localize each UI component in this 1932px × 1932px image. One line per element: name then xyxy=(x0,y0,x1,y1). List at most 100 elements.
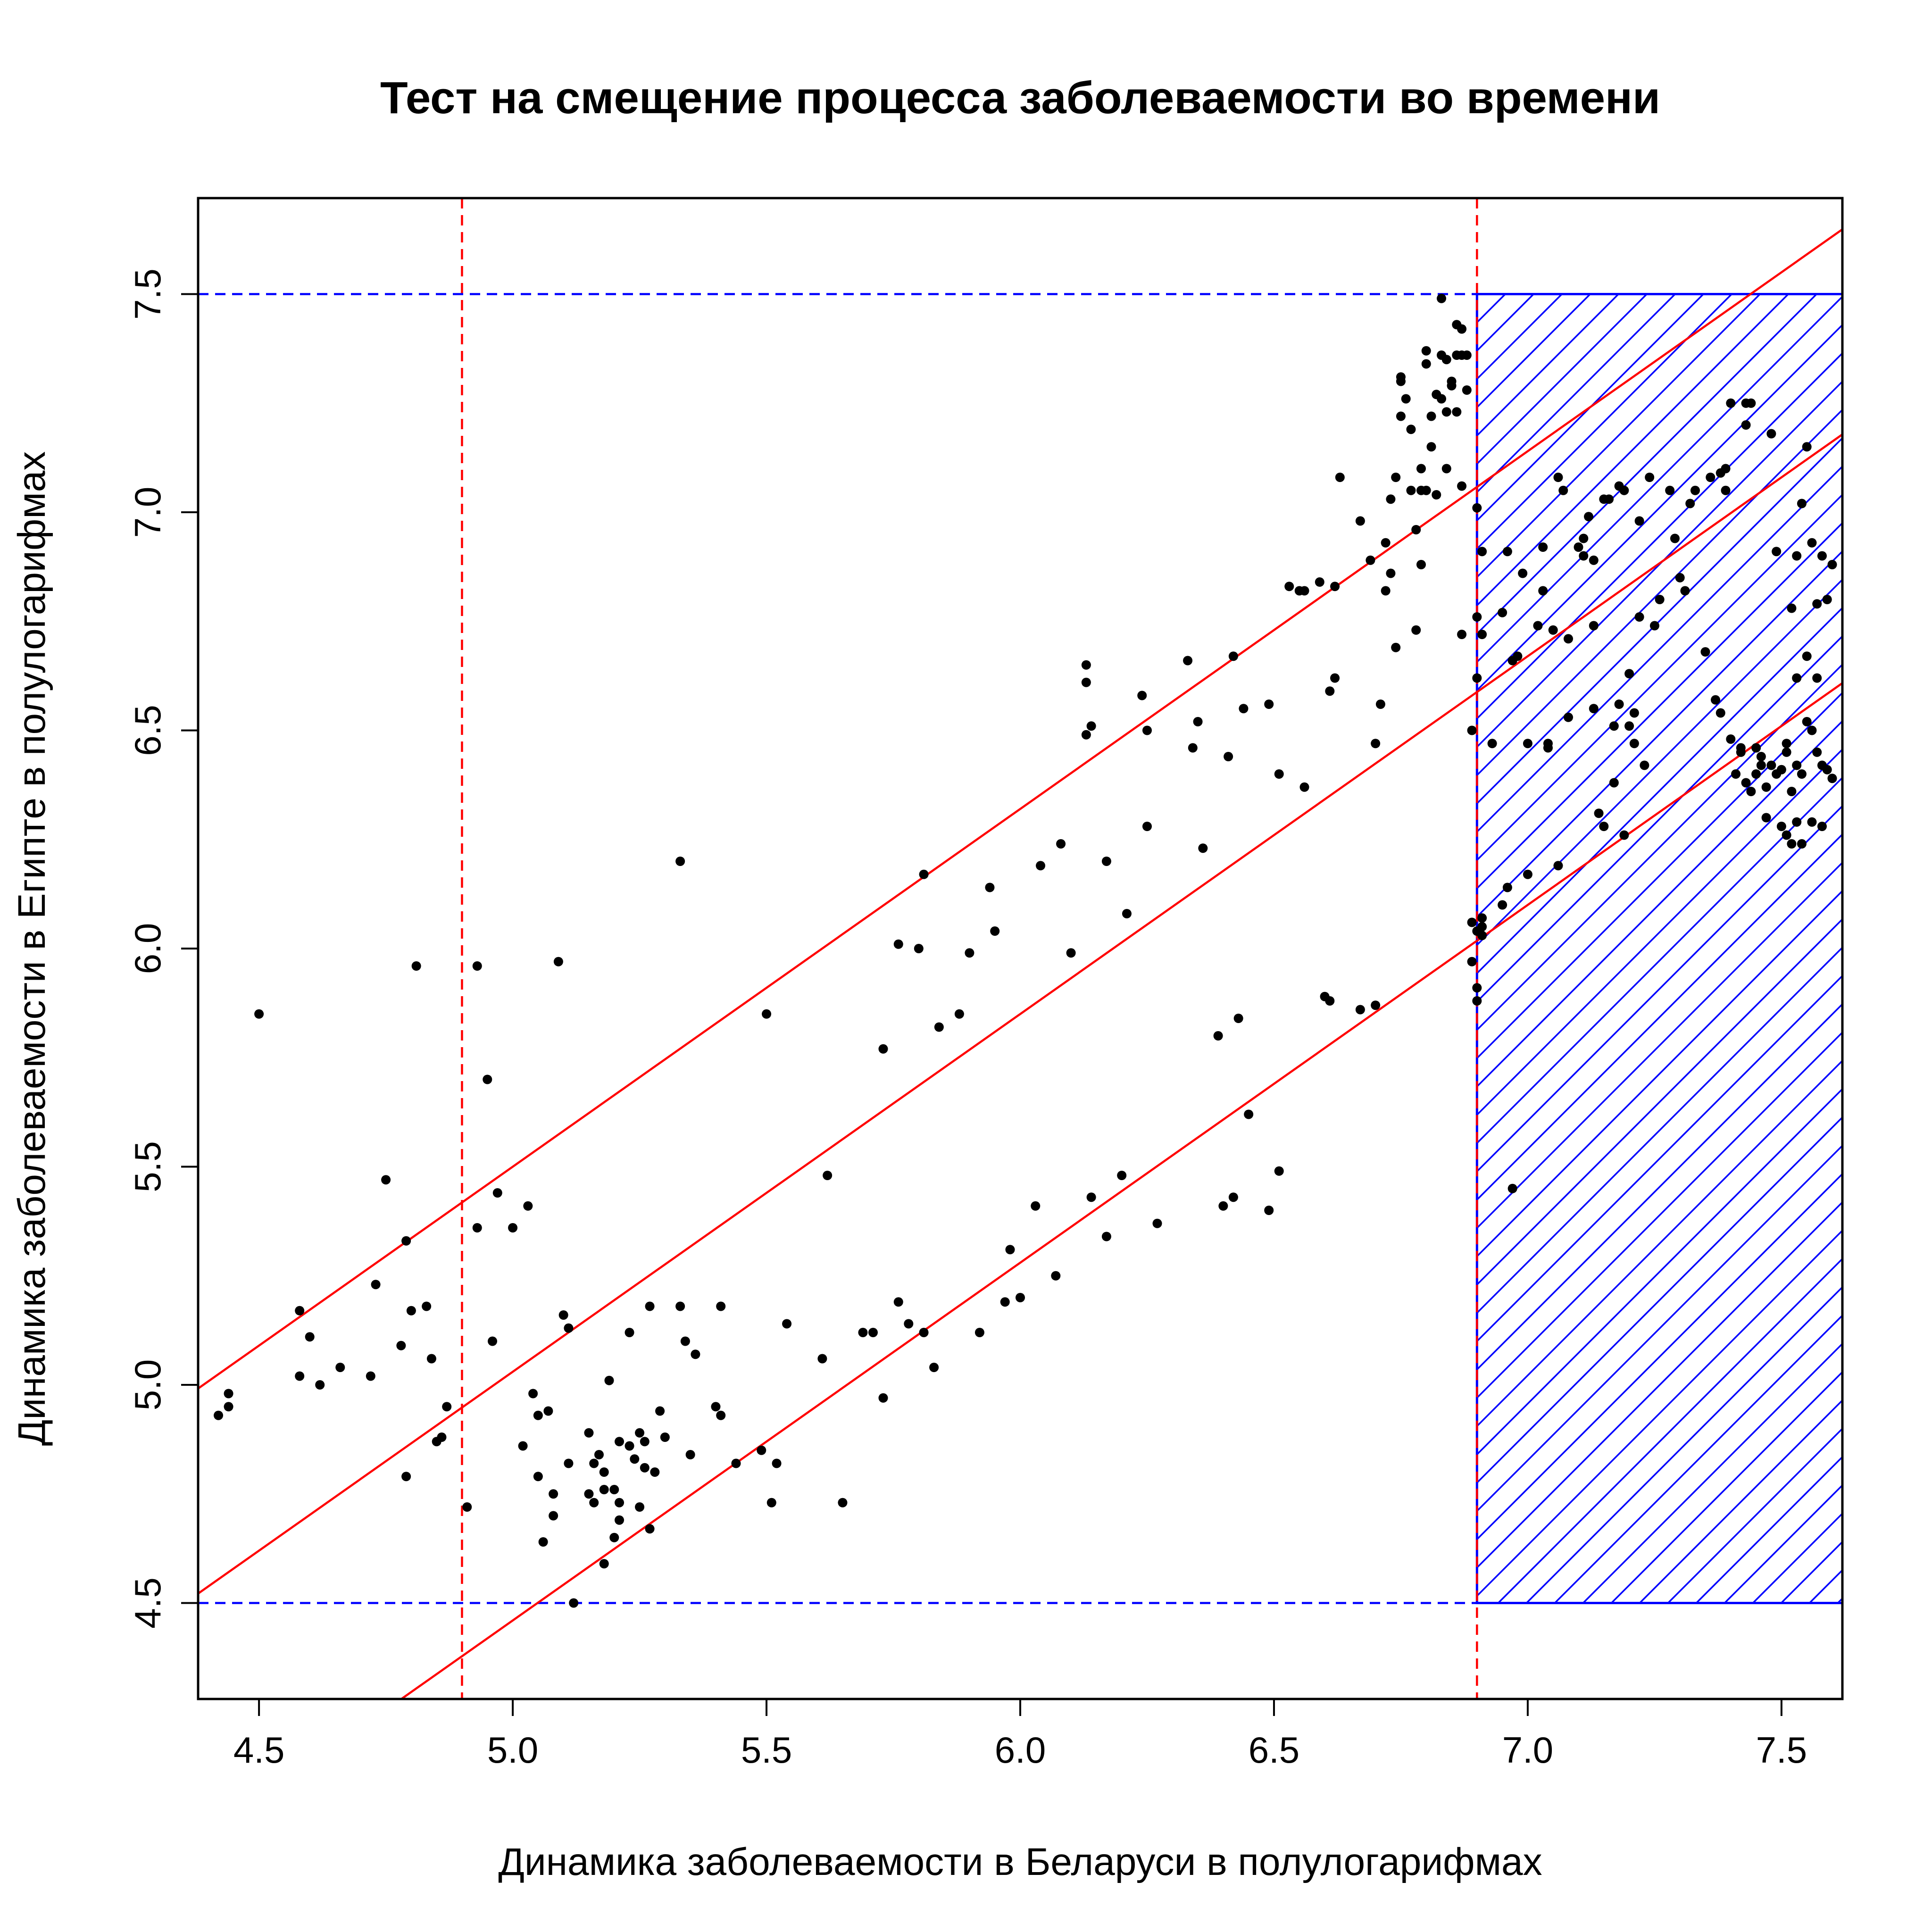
data-point xyxy=(1715,708,1725,718)
hatch-line xyxy=(1477,294,1591,408)
data-point xyxy=(1761,813,1771,823)
data-point xyxy=(914,944,924,953)
data-point xyxy=(1772,547,1782,557)
data-point xyxy=(1401,394,1411,404)
data-point xyxy=(1802,651,1812,661)
hatch-line xyxy=(1809,1569,1842,1603)
data-point xyxy=(1016,1293,1025,1302)
hatch-line xyxy=(1477,663,1842,1031)
hatch-line xyxy=(1477,1229,1842,1597)
data-point xyxy=(584,1428,594,1438)
data-point xyxy=(1122,909,1132,918)
data-point xyxy=(1142,725,1152,735)
data-point xyxy=(1487,739,1497,749)
hatch-line xyxy=(1837,1597,1842,1603)
data-point xyxy=(1198,843,1208,853)
data-point xyxy=(1751,769,1761,779)
y-tick-label: 6.5 xyxy=(127,705,168,756)
hatch-line xyxy=(1477,465,1842,833)
data-point xyxy=(1746,787,1756,796)
data-point xyxy=(1721,485,1731,495)
data-point xyxy=(711,1402,721,1412)
data-point xyxy=(1396,411,1406,421)
data-point xyxy=(1564,634,1573,644)
data-point xyxy=(1188,743,1198,753)
data-point xyxy=(919,1328,929,1337)
data-point xyxy=(335,1363,345,1372)
x-tick-label: 7.0 xyxy=(1502,1729,1553,1771)
data-point xyxy=(1741,420,1751,430)
data-point xyxy=(1299,782,1309,792)
x-axis-label: Динамика заболеваемости в Беларуси в пол… xyxy=(498,1840,1542,1883)
data-point xyxy=(716,1410,726,1420)
data-point xyxy=(1589,555,1599,565)
data-point xyxy=(1802,442,1812,452)
data-point xyxy=(1685,499,1695,508)
data-point xyxy=(1675,573,1685,583)
data-point xyxy=(1776,822,1786,831)
data-point xyxy=(878,1393,888,1403)
data-point xyxy=(893,939,903,949)
data-point xyxy=(1579,533,1589,543)
data-point xyxy=(1315,577,1324,587)
data-point xyxy=(1782,830,1791,840)
data-point xyxy=(1802,717,1812,726)
data-point xyxy=(1472,503,1482,513)
data-point xyxy=(1787,787,1797,796)
data-point xyxy=(691,1349,700,1359)
data-point xyxy=(1457,481,1467,491)
data-point xyxy=(1619,485,1629,495)
data-point xyxy=(558,1310,568,1320)
hatch-line xyxy=(1477,408,1842,776)
data-point xyxy=(1797,499,1807,508)
data-point xyxy=(1548,625,1558,635)
data-point xyxy=(472,1223,482,1232)
data-point xyxy=(1721,464,1731,474)
data-point xyxy=(1441,355,1451,365)
hatch-line xyxy=(1477,1088,1842,1456)
data-point xyxy=(1812,673,1822,683)
data-point xyxy=(640,1437,650,1447)
data-point xyxy=(1101,1232,1111,1241)
data-point xyxy=(868,1328,878,1337)
data-point xyxy=(1787,603,1797,613)
data-point xyxy=(1558,485,1568,495)
data-point xyxy=(411,961,421,971)
data-point xyxy=(1213,1031,1223,1041)
data-point xyxy=(589,1498,599,1507)
data-point xyxy=(549,1511,558,1521)
data-point xyxy=(366,1371,375,1381)
data-point xyxy=(1193,717,1203,726)
data-point xyxy=(640,1463,650,1473)
data-point xyxy=(1564,712,1573,722)
data-point xyxy=(1498,900,1507,910)
data-point xyxy=(1817,551,1827,561)
hatch-line xyxy=(1477,1144,1842,1512)
data-point xyxy=(1706,473,1715,482)
data-point xyxy=(766,1498,776,1507)
y-tick-label: 7.5 xyxy=(127,268,168,319)
data-point xyxy=(1604,494,1614,504)
data-point xyxy=(1421,346,1431,356)
data-point xyxy=(315,1380,325,1390)
data-point xyxy=(823,1171,833,1180)
data-point xyxy=(1634,516,1644,526)
data-point xyxy=(1031,1201,1041,1211)
data-point xyxy=(1498,608,1507,617)
reference-lines xyxy=(198,198,1842,1699)
data-point xyxy=(680,1336,690,1346)
data-point xyxy=(1462,350,1472,360)
data-point xyxy=(1599,822,1609,831)
hatch-line xyxy=(1477,294,1732,550)
data-point xyxy=(1426,442,1436,452)
data-point xyxy=(1553,861,1563,871)
data-point xyxy=(295,1306,305,1316)
data-point xyxy=(1101,857,1111,866)
data-point xyxy=(858,1328,868,1337)
data-point xyxy=(1574,542,1583,552)
data-point xyxy=(1299,586,1309,596)
data-point xyxy=(295,1371,305,1381)
data-point xyxy=(1325,686,1335,696)
data-point xyxy=(1447,381,1457,391)
data-point xyxy=(1142,822,1152,831)
